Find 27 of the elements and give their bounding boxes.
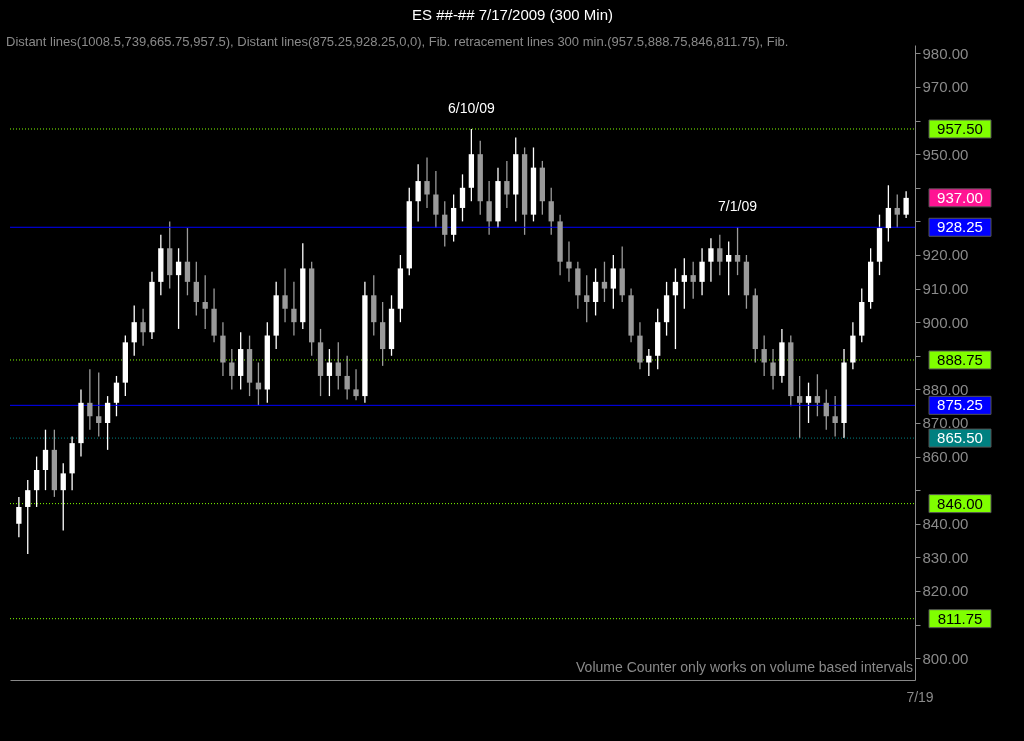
annotation: 7/1/09 [718,198,758,215]
y-tick-label: 800.00 [922,649,969,667]
chart-title: ES ##-## 7/17/2009 (300 Min) [412,6,613,23]
text: 7/19 [906,689,934,705]
annotation: 6/10/09 [448,99,495,116]
y-tick-label: 970.00 [922,78,969,96]
y-tick-label: 830.00 [922,548,969,566]
ref-line-label: 888.75 [937,350,983,368]
ref-line-label: 957.50 [937,119,983,137]
y-tick-label: 980.00 [922,44,969,62]
ref-line-label: 846.00 [937,494,983,512]
ref-line-label: 928.25 [937,218,983,236]
y-tick-label: 880.00 [922,380,969,398]
ref-line-label: 875.25 [937,396,983,414]
y-tick-label: 870.00 [922,414,969,432]
y-tick-label: 920.00 [922,246,969,264]
text: 937.00 [937,188,983,206]
y-tick-label: 860.00 [922,448,969,466]
y-tick-label: 910.00 [922,280,969,298]
y-tick-label: 820.00 [922,582,969,600]
chart-subtitle: Distant lines(1008.5,739,665.75,957.5), Distant lines(875.25,928.25,0,0), Fib. retracement lines 300 min.(957.5,888.75,846,811.75), Fib. [6,34,789,49]
y-tick-label: 900.00 [922,313,969,331]
ref-line-label: 865.50 [937,429,983,447]
ref-line-label: 811.75 [937,609,983,627]
y-tick-label: 950.00 [922,145,969,163]
annotation: Volume Counter only works on volume based intervals [576,659,913,675]
y-tick-label: 840.00 [922,515,969,533]
